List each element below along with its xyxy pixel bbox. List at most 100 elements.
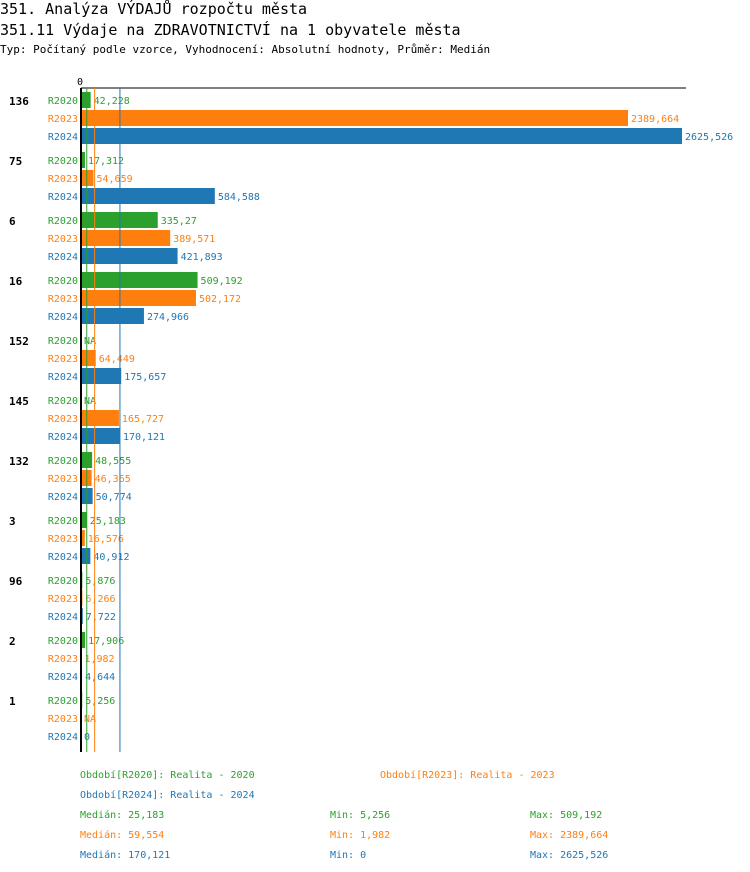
data-label: 6,266 (85, 594, 115, 605)
data-label: 5,256 (85, 696, 115, 707)
series-row-label: R2020 (48, 696, 78, 707)
data-label: NA (84, 396, 96, 407)
stat-max: Max: 2625,526 (530, 850, 608, 861)
data-label: 42,228 (94, 96, 130, 107)
data-label: NA (84, 336, 96, 347)
bar (81, 530, 85, 546)
series-row-label: R2020 (48, 336, 78, 347)
series-row-label: R2020 (48, 576, 78, 587)
data-label: 7,722 (86, 612, 116, 623)
data-label: 50,774 (96, 492, 132, 503)
group-label: 136 (9, 95, 29, 108)
data-label: 16,576 (88, 534, 124, 545)
data-label: 40,912 (93, 552, 129, 563)
bar (81, 410, 119, 426)
bar (81, 428, 120, 444)
series-row-label: R2023 (48, 174, 78, 185)
stat-min: Min: 5,256 (330, 810, 390, 821)
bar (81, 128, 682, 144)
series-row-label: R2023 (48, 114, 78, 125)
stat-max: Max: 509,192 (530, 810, 602, 821)
data-label: 509,192 (201, 276, 243, 287)
stat-median: Medián: 59,554 (80, 829, 164, 841)
series-row-label: R2023 (48, 534, 78, 545)
series-row-label: R2024 (48, 192, 78, 203)
data-label: 389,571 (173, 234, 215, 245)
bar (81, 212, 158, 228)
data-label: 54,659 (97, 174, 133, 185)
series-row-label: R2024 (48, 312, 78, 323)
bar (81, 350, 96, 366)
series-row-label: R2023 (48, 654, 78, 665)
bar (81, 290, 196, 306)
data-label: 170,121 (123, 432, 165, 443)
data-label: 502,172 (199, 294, 241, 305)
series-row-label: R2024 (48, 492, 78, 503)
bar (81, 110, 629, 126)
group-label: 145 (9, 395, 29, 408)
bar (81, 632, 86, 648)
series-row-label: R2023 (48, 474, 78, 485)
bar (81, 548, 91, 564)
bar (81, 188, 215, 204)
data-label: 5,876 (85, 576, 115, 587)
stat-median: Medián: 170,121 (80, 849, 170, 861)
bar (81, 92, 91, 108)
series-row-label: R2024 (48, 672, 78, 683)
bar (81, 272, 198, 288)
series-row-label: R2020 (48, 96, 78, 107)
group-label: 1 (9, 695, 16, 708)
series-row-label: R2024 (48, 132, 78, 143)
series-row-label: R2023 (48, 294, 78, 305)
data-label: 17,312 (88, 156, 124, 167)
data-label: 64,449 (99, 354, 135, 365)
data-label: 17,906 (88, 636, 124, 647)
series-row-label: R2024 (48, 252, 78, 263)
stat-max: Max: 2389,664 (530, 830, 608, 841)
series-row-label: R2020 (48, 396, 78, 407)
legend-entry: Období[R2024]: Realita - 2024 (80, 789, 255, 801)
legend-entry: Období[R2023]: Realita - 2023 (380, 769, 555, 781)
data-label: 46,365 (95, 474, 131, 485)
data-label: 274,966 (147, 312, 189, 323)
data-label: 584,588 (218, 192, 260, 203)
data-label: 2389,664 (631, 114, 679, 125)
data-label: 1,982 (84, 654, 114, 665)
series-row-label: R2020 (48, 216, 78, 227)
data-label: 175,657 (124, 372, 166, 383)
series-row-label: R2023 (48, 594, 78, 605)
chart-type-line: Typ: Počítaný podle vzorce, Vyhodnocení:… (0, 43, 491, 56)
bar (81, 230, 171, 246)
data-label: 335,27 (161, 216, 197, 227)
stat-median: Medián: 25,183 (80, 809, 164, 821)
data-label: 4,644 (85, 672, 115, 683)
bar (81, 152, 85, 168)
series-row-label: R2024 (48, 552, 78, 563)
series-row-label: R2020 (48, 456, 78, 467)
bar (81, 248, 178, 264)
data-label: 48,555 (95, 456, 131, 467)
bar (81, 512, 87, 528)
series-row-label: R2020 (48, 276, 78, 287)
group-label: 132 (9, 455, 29, 468)
series-row-label: R2020 (48, 516, 78, 527)
chart-subtitle: 351.11 Výdaje na ZDRAVOTNICTVÍ na 1 obyv… (0, 21, 461, 39)
series-row-label: R2023 (48, 414, 78, 425)
series-row-label: R2023 (48, 234, 78, 245)
stat-min: Min: 1,982 (330, 830, 390, 841)
series-row-label: R2024 (48, 612, 78, 623)
group-label: 3 (9, 515, 16, 528)
stat-min: Min: 0 (330, 850, 366, 861)
group-label: 75 (9, 155, 22, 168)
data-label: 25,183 (90, 516, 126, 527)
bar (81, 308, 144, 324)
series-row-label: R2023 (48, 354, 78, 365)
group-label: 96 (9, 575, 23, 588)
data-label: 421,893 (181, 252, 223, 263)
legend-entry: Období[R2020]: Realita - 2020 (80, 769, 255, 781)
group-label: 6 (9, 215, 16, 228)
bar (81, 368, 122, 384)
series-row-label: R2023 (48, 714, 78, 725)
data-label: 2625,526 (685, 132, 733, 143)
